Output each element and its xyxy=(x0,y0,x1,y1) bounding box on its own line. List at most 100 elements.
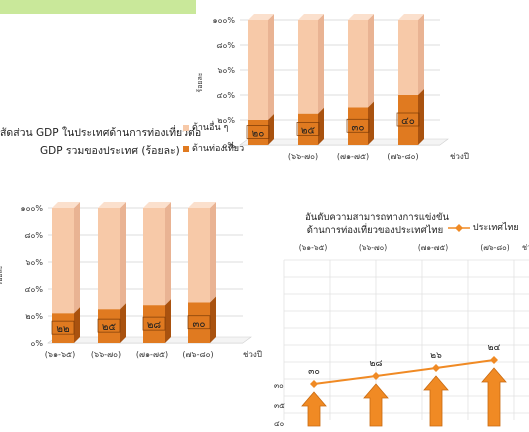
bar-lower-segment xyxy=(52,313,74,343)
bar-top-face xyxy=(188,202,216,208)
chart-gdp-title-line-2: GDP รวมของประเทศ (ร้อยละ) xyxy=(40,145,180,157)
value-label-box xyxy=(142,316,166,331)
y-tick-label: ๖๐% xyxy=(25,258,43,267)
value-label: ๓๐ xyxy=(352,122,365,133)
value-label-box xyxy=(296,122,320,136)
bar-lower-side xyxy=(165,299,171,343)
data-label: ๒๖ xyxy=(430,351,442,361)
bar-upper-side xyxy=(165,202,171,306)
value-label: ๒๐ xyxy=(252,129,265,140)
bar-lower-side xyxy=(318,107,324,145)
bar-top-face xyxy=(348,14,374,20)
chart-rank-line: (๖๑-๖๕) (๖๖-๗๐) (๗๑-๗๕) (๗๖-๘๐) ช่วงปี๓๐๓๕๔๐… xyxy=(274,243,529,428)
bar-lower-segment xyxy=(98,309,120,343)
bar-top-face xyxy=(248,14,274,20)
rank-arrow xyxy=(423,375,449,427)
value-label: ๒๒ xyxy=(56,324,69,335)
value-label: ๓๐ xyxy=(193,319,206,330)
bar-lower-side xyxy=(368,101,374,145)
legend-swatch-tourism xyxy=(183,145,189,152)
x-category-label: (๗๑-๗๕) xyxy=(337,152,369,161)
data-point-marker xyxy=(372,372,380,380)
bar-upper-side xyxy=(268,14,274,120)
bar-lower-side xyxy=(120,303,126,343)
x-category-label: (๖๖-๗๐) xyxy=(288,152,318,161)
x-category-label: (๗๖-๘๐) xyxy=(387,152,418,161)
y-tick-label: ๓๕ xyxy=(274,401,285,410)
bar-top-face xyxy=(98,202,126,208)
bar-upper-segment xyxy=(188,208,210,303)
legend-item-tourism: ด้านท่องเที่ยว xyxy=(183,142,244,157)
y-tick-label: ๑๐๐% xyxy=(213,16,236,25)
y-tick-label: ๐% xyxy=(223,141,236,150)
bar-lower-side xyxy=(418,89,424,145)
value-label: ๔๐ xyxy=(401,116,415,127)
bar-lower-side xyxy=(74,307,80,343)
legend-line-marker xyxy=(448,223,470,232)
x-category-label: (๖๖-๗๐) xyxy=(359,243,387,252)
y-tick-label: ๔๐% xyxy=(216,91,235,100)
x-category-label: (๗๑-๗๕) xyxy=(418,243,448,252)
value-label: ๒๘ xyxy=(147,320,162,331)
chart-rank-title: อันดับความสามารถทางการแข่งขัน ด้านการท่อ… xyxy=(305,211,449,237)
chart-rank-legend: ประเทศไทย xyxy=(448,220,519,234)
legend-swatch-other xyxy=(183,124,189,131)
bar-upper-segment xyxy=(248,20,268,120)
y-axis-title: ร้อยละ xyxy=(196,72,204,92)
chart-rank-title-line-1: อันดับความสามารถทางการแข่งขัน xyxy=(305,212,449,223)
bar-upper-side xyxy=(120,202,126,310)
bar-upper-side xyxy=(210,202,216,303)
legend-label-thailand: ประเทศไทย xyxy=(472,223,519,233)
bar-upper-segment xyxy=(398,20,418,95)
data-label: ๓๐ xyxy=(308,367,320,377)
bar-upper-side xyxy=(318,14,324,114)
header-color-band xyxy=(0,0,196,14)
data-point-marker xyxy=(490,356,498,364)
y-tick-label: ๖๐% xyxy=(217,66,235,75)
bar-lower-side xyxy=(268,114,274,145)
value-label-box xyxy=(246,125,270,139)
bar-lower-segment xyxy=(398,95,418,145)
y-tick-label: ๘๐% xyxy=(216,41,235,50)
bar-upper-segment xyxy=(52,208,74,314)
bar-lower-side xyxy=(210,296,216,343)
bar-lower-segment xyxy=(143,305,165,343)
chart-floor xyxy=(239,138,449,146)
y-tick-label: ๔๐% xyxy=(24,285,43,294)
x-category-label: (๗๑-๗๕) xyxy=(136,350,168,359)
x-axis-title: ช่วงปี xyxy=(450,152,469,161)
bar-upper-segment xyxy=(298,20,318,114)
data-point-marker xyxy=(432,364,440,372)
chart-gdp-legend: ด้านอื่น ๆ ด้านท่องเที่ยว xyxy=(183,121,244,157)
chart-rank-title-line-2: ด้านการท่องเที่ยวของประเทศไทย xyxy=(306,225,444,236)
y-tick-label: ๘๐% xyxy=(24,231,43,240)
data-label: ๒๘ xyxy=(370,359,383,369)
y-tick-label: ๒๐% xyxy=(25,312,43,321)
bar-top-face xyxy=(143,202,171,208)
x-axis-title: ช่วงปี xyxy=(522,243,529,252)
bar-upper-segment xyxy=(98,208,120,310)
series-line xyxy=(313,359,495,385)
y-tick-label: ๔๐ xyxy=(274,419,285,428)
bar-upper-side xyxy=(418,14,424,95)
data-label: ๒๔ xyxy=(488,343,501,353)
y-tick-label: ๐% xyxy=(31,339,44,348)
value-label-box xyxy=(346,118,370,133)
value-label-box xyxy=(187,315,211,330)
bar-lower-segment xyxy=(348,107,368,145)
rank-arrow xyxy=(363,383,389,427)
x-category-label: (๖๖-๗๐) xyxy=(91,350,121,359)
bar-top-face xyxy=(398,14,424,20)
rank-arrow xyxy=(481,367,507,427)
bar-upper-segment xyxy=(143,208,165,306)
chart-gdp-title-line-1: สัดส่วน GDP ในประเทศด้านการท่องเที่ยวต่อ xyxy=(0,127,202,139)
x-category-label: (๖๑-๖๕) xyxy=(299,243,328,252)
legend-label-other: ด้านอื่น ๆ xyxy=(192,123,229,133)
value-label: ๒๕ xyxy=(301,125,316,136)
y-tick-label: ๑๐๐% xyxy=(21,204,44,213)
legend-item-other: ด้านอื่น ๆ xyxy=(183,121,244,136)
y-tick-label: ๓๐ xyxy=(274,381,284,390)
bar-upper-side xyxy=(368,14,374,108)
